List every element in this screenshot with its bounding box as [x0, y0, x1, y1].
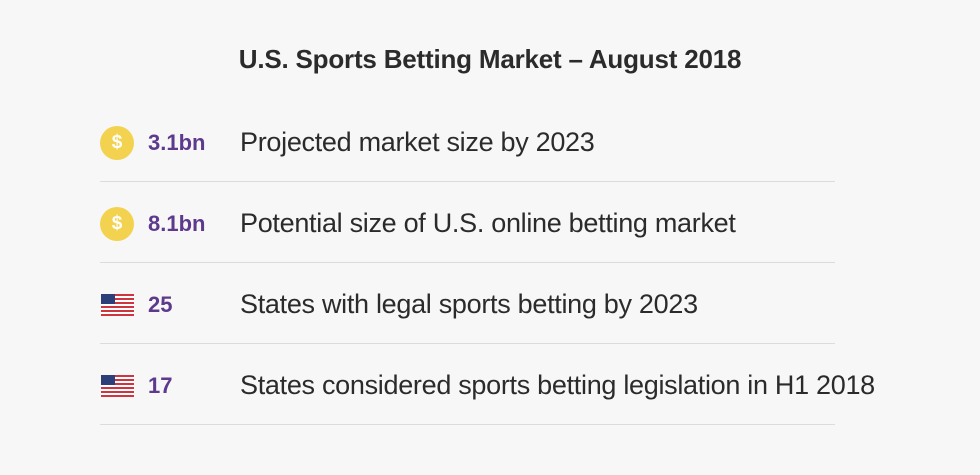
list-item: $ 3.1bn Projected market size by 2023 [100, 101, 835, 182]
list-item: $ 8.1bn Potential size of U.S. online be… [100, 182, 835, 263]
stat-value: 8.1bn [148, 211, 206, 236]
stat-description: Potential size of U.S. online betting ma… [240, 208, 736, 238]
dollar-coin-icon: $ [100, 126, 134, 160]
stats-list: $ 3.1bn Projected market size by 2023 $ … [100, 101, 875, 425]
coin-glyph: $ [100, 126, 134, 160]
stat-value: 3.1bn [148, 130, 206, 155]
stat-value: 25 [148, 292, 173, 317]
us-flag-icon [100, 369, 134, 403]
stat-description: Projected market size by 2023 [240, 127, 595, 157]
stat-value: 17 [148, 373, 173, 398]
stat-description: States with legal sports betting by 2023 [240, 289, 698, 319]
list-item: 25 States with legal sports betting by 2… [100, 263, 835, 344]
stat-description: States considered sports betting legisla… [240, 370, 875, 400]
dollar-coin-icon: $ [100, 207, 134, 241]
list-item: 17 States considered sports betting legi… [100, 344, 875, 425]
page-title: U.S. Sports Betting Market – August 2018 [238, 44, 742, 74]
coin-glyph: $ [100, 207, 134, 241]
us-flag-icon [100, 288, 134, 322]
